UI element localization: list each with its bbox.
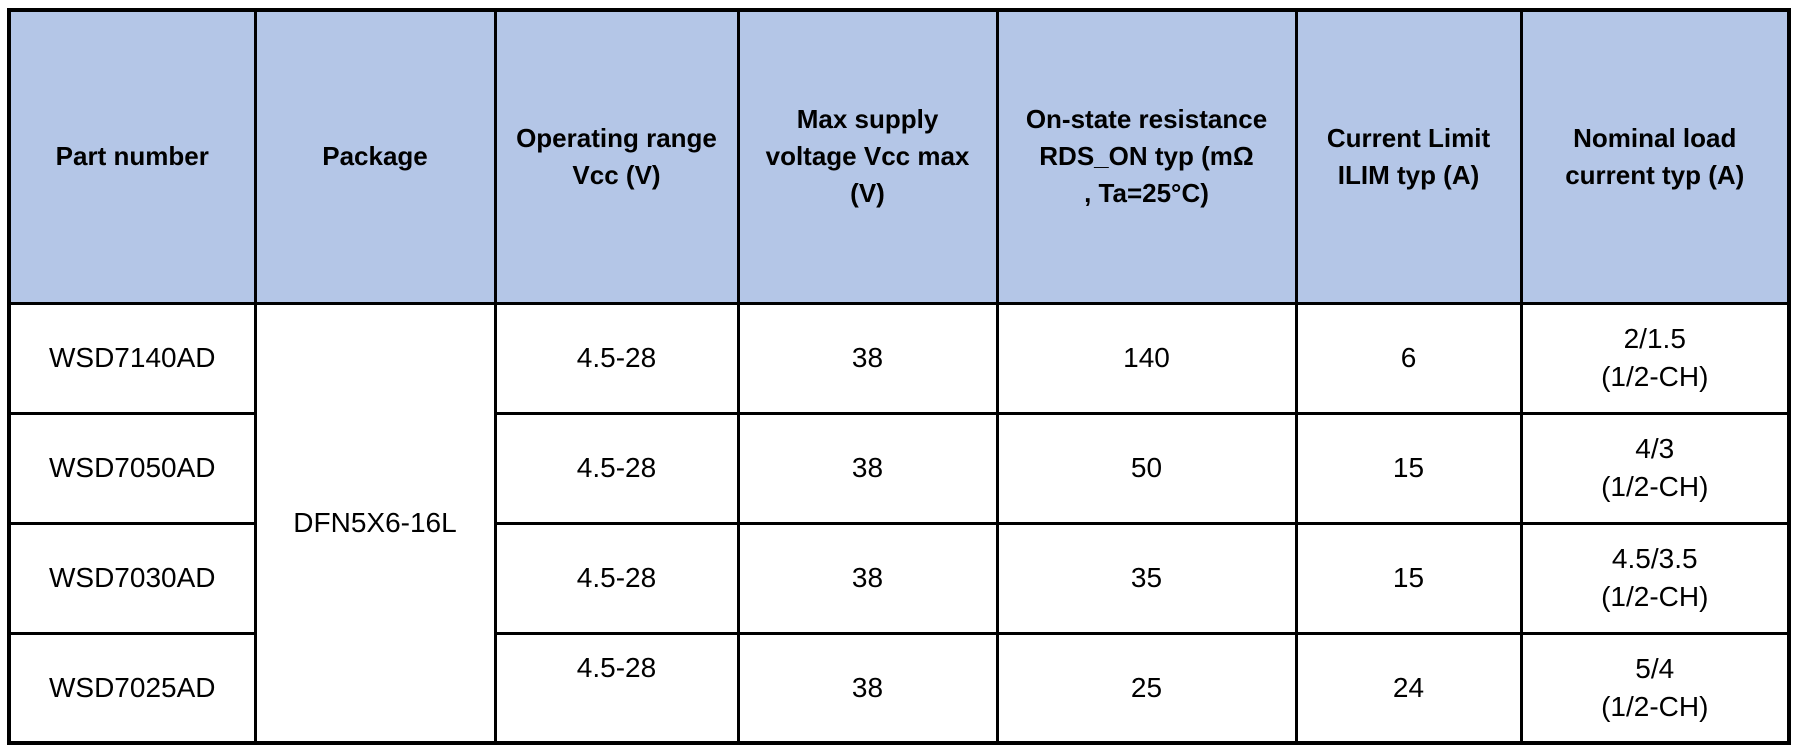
table-row: WSD7140AD DFN5X6-16L 4.5-28 38 140 6 2/1…: [7, 301, 1791, 745]
rds-on-cell: 50: [995, 411, 1298, 525]
col-header-on-state-resistance: On-state resistance RDS_ON typ (mΩ , Ta=…: [995, 8, 1298, 305]
header-label: Package: [322, 141, 428, 172]
header-label-line: RDS_ON typ (mΩ: [1039, 141, 1254, 172]
operating-range-cell: 4.5-28: [493, 631, 740, 745]
part-number-cell: WSD7140AD: [7, 301, 257, 415]
col-header-package: Package: [253, 8, 497, 305]
header-label-line: Nominal load: [1573, 122, 1737, 153]
col-header-nominal-load-current: Nominal load current typ (A): [1519, 8, 1791, 305]
part-number-cell: WSD7050AD: [7, 411, 257, 525]
rds-on-cell: 140: [995, 301, 1298, 415]
operating-range-cell: 4.5-28: [493, 521, 740, 635]
nominal-load-cell: 2/1.5 (1/2-CH): [1519, 301, 1791, 415]
col-header-operating-range: Operating range Vcc (V): [493, 8, 740, 305]
nominal-load-value: 5/4: [1635, 652, 1675, 684]
max-supply-voltage-cell: 38: [736, 301, 999, 415]
nominal-load-value: 4.5/3.5: [1611, 543, 1698, 575]
nominal-load-channels: (1/2-CH): [1601, 581, 1709, 612]
nominal-load-channels: (1/2-CH): [1601, 690, 1709, 722]
current-limit-cell: 6: [1294, 301, 1523, 415]
max-supply-voltage-cell: 38: [736, 521, 999, 635]
col-header-part-number: Part number: [7, 8, 257, 305]
nominal-load-channels: (1/2-CH): [1601, 361, 1709, 392]
header-label-line: voltage Vcc max: [765, 141, 970, 172]
header-label: Part number: [55, 141, 209, 172]
parts-selection-table: Part number Package Operating range Vcc …: [7, 8, 1791, 745]
max-supply-voltage-cell: 38: [736, 631, 999, 745]
header-label-line: Operating range: [516, 122, 717, 153]
current-limit-cell: 15: [1294, 521, 1523, 635]
part-number-cell: WSD7030AD: [7, 521, 257, 635]
nominal-load-value: 2/1.5: [1623, 323, 1686, 355]
nominal-load-cell: 5/4 (1/2-CH): [1519, 631, 1791, 745]
operating-range-cell: 4.5-28: [493, 411, 740, 525]
package-cell: DFN5X6-16L: [253, 301, 497, 745]
nominal-load-cell: 4/3 (1/2-CH): [1519, 411, 1791, 525]
table-row: WSD7030AD 4.5-28 38 35 15 4.5/3.5 (1/2-C…: [7, 521, 1791, 635]
rds-on-cell: 35: [995, 521, 1298, 635]
header-label-line: Current Limit: [1326, 122, 1491, 153]
header-label-line: Vcc (V): [572, 159, 661, 190]
current-limit-cell: 15: [1294, 411, 1523, 525]
header-row: Part number Package Operating range Vcc …: [7, 8, 1791, 305]
header-label-line: On-state resistance: [1025, 104, 1268, 135]
current-limit-cell: 24: [1294, 631, 1523, 745]
rds-on-cell: 25: [995, 631, 1298, 745]
header-label-line: (V): [850, 178, 885, 209]
nominal-load-value: 4/3: [1635, 433, 1675, 465]
table-row: WSD7050AD 4.5-28 38 50 15 4/3 (1/2-CH): [7, 411, 1791, 525]
operating-range-cell: 4.5-28: [493, 301, 740, 415]
header-label-line: Max supply: [796, 104, 939, 135]
header-label-line: current typ (A): [1565, 159, 1745, 190]
max-supply-voltage-cell: 38: [736, 411, 999, 525]
nominal-load-cell: 4.5/3.5 (1/2-CH): [1519, 521, 1791, 635]
col-header-current-limit: Current Limit ILIM typ (A): [1294, 8, 1523, 305]
header-label-line: , Ta=25°C): [1084, 178, 1209, 209]
nominal-load-channels: (1/2-CH): [1601, 471, 1709, 502]
col-header-max-supply-voltage: Max supply voltage Vcc max (V): [736, 8, 999, 305]
table-row: WSD7025AD 4.5-28 38 25 24 5/4 (1/2-CH): [7, 631, 1791, 745]
header-label-line: ILIM typ (A): [1337, 159, 1480, 190]
part-number-cell: WSD7025AD: [7, 631, 257, 745]
